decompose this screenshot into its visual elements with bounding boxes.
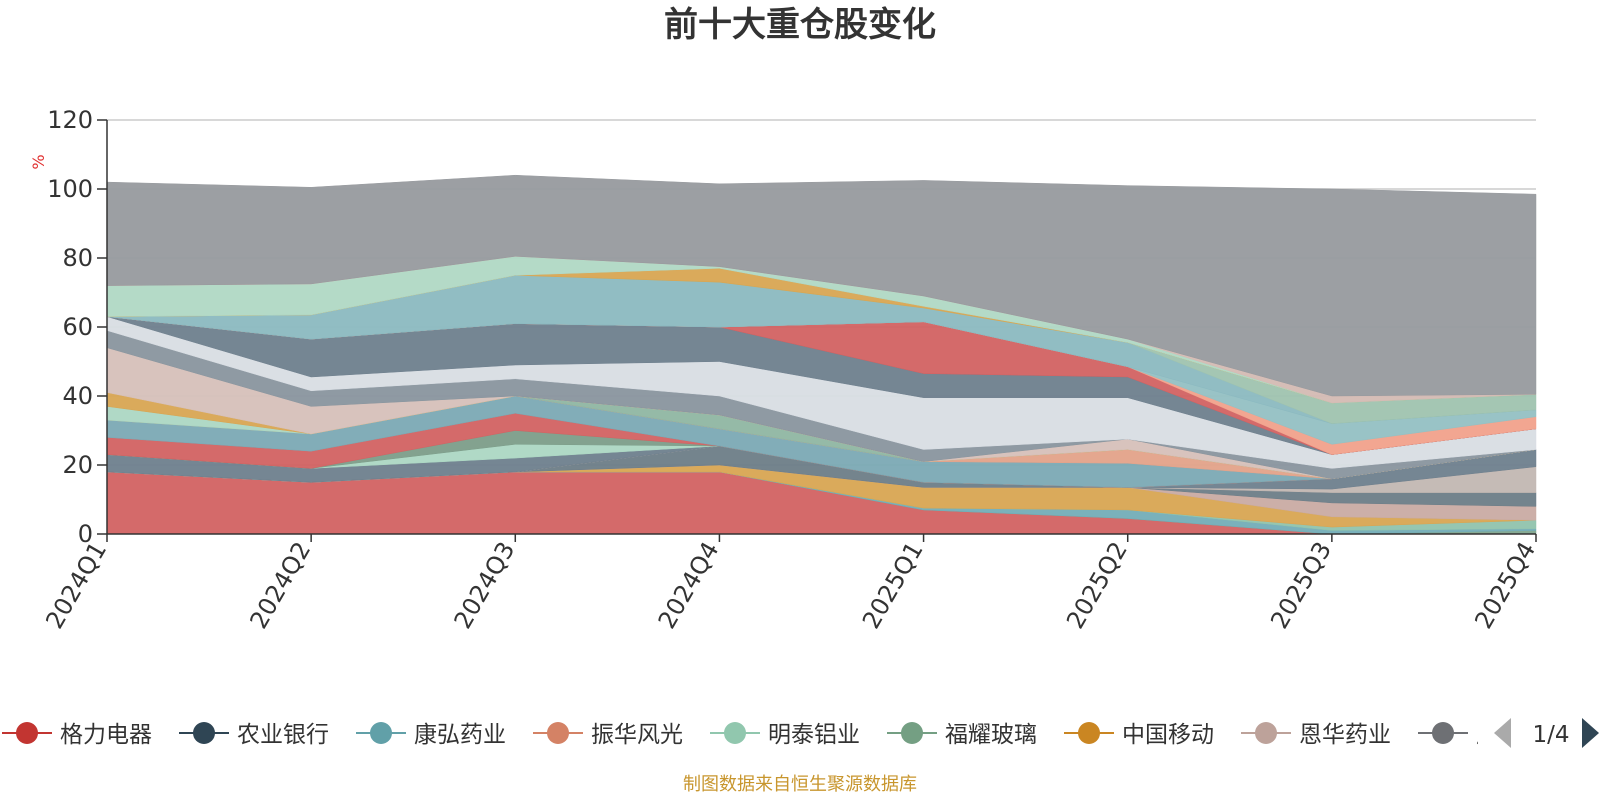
x-tick-label: 2025Q2 bbox=[1061, 537, 1133, 633]
legend-marker bbox=[547, 722, 569, 744]
legend-marker bbox=[370, 722, 392, 744]
legend-label: 农业银行 bbox=[237, 722, 329, 748]
legend-marker bbox=[1255, 722, 1277, 744]
legend-label: 振华风光 bbox=[591, 722, 683, 748]
legend-marker bbox=[16, 722, 38, 744]
legend-marker bbox=[724, 722, 746, 744]
legend-item[interactable]: 恩华药业 bbox=[1241, 722, 1391, 748]
area-series-其他 bbox=[106, 174, 1537, 397]
legend-label: 明泰铝业 bbox=[768, 722, 860, 748]
x-tick-label: 2024Q4 bbox=[653, 537, 725, 633]
chart-title: 前十大重仓股变化 bbox=[664, 5, 936, 45]
y-tick-label: 60 bbox=[62, 313, 93, 341]
legend-label: 福耀玻璃 bbox=[945, 722, 1037, 748]
legend-next-icon[interactable] bbox=[1582, 718, 1599, 748]
legend-label: 中国移动 bbox=[1122, 722, 1214, 748]
legend-marker bbox=[1078, 722, 1100, 744]
x-tick-label: 2024Q2 bbox=[244, 537, 316, 633]
legend-prev-icon[interactable] bbox=[1494, 718, 1511, 748]
x-tick-label: 2024Q1 bbox=[40, 537, 112, 633]
source-note: 制图数据来自恒生聚源数据库 bbox=[683, 774, 917, 795]
legend: 格力电器农业银行康弘药业振华风光明泰铝业福耀玻璃中国移动恩华药业广1/4 bbox=[2, 712, 1600, 756]
legend-marker bbox=[193, 722, 215, 744]
x-tick-label: 2025Q1 bbox=[857, 537, 929, 633]
y-tick-label: 40 bbox=[62, 382, 93, 410]
x-tick-label: 2024Q3 bbox=[449, 537, 521, 633]
legend-marker bbox=[901, 722, 923, 744]
legend-label: 格力电器 bbox=[60, 722, 152, 748]
area-series-group bbox=[106, 174, 1537, 535]
x-tick-label: 2025Q3 bbox=[1265, 537, 1337, 633]
y-tick-label: 0 bbox=[78, 520, 93, 548]
legend-item[interactable]: 福耀玻璃 bbox=[887, 722, 1037, 748]
y-tick-label: 80 bbox=[62, 244, 93, 272]
legend-label: 康弘药业 bbox=[414, 722, 506, 748]
y-tick-label: 120 bbox=[47, 106, 93, 134]
y-tick-label: 20 bbox=[62, 451, 93, 479]
legend-page-indicator: 1/4 bbox=[1532, 722, 1569, 748]
legend-item[interactable]: 明泰铝业 bbox=[710, 722, 860, 748]
legend-label: 恩华药业 bbox=[1299, 722, 1391, 748]
legend-item[interactable]: 中国移动 bbox=[1064, 722, 1214, 748]
y-tick-label: 100 bbox=[47, 175, 93, 203]
legend-item[interactable]: 格力电器 bbox=[2, 722, 152, 748]
legend-item[interactable]: 振华风光 bbox=[533, 722, 683, 748]
legend-item[interactable]: 康弘药业 bbox=[356, 722, 506, 748]
y-axis-label: % bbox=[29, 154, 48, 169]
legend-item[interactable]: 农业银行 bbox=[179, 722, 329, 748]
legend-marker bbox=[1432, 722, 1454, 744]
x-tick-label: 2025Q4 bbox=[1469, 537, 1541, 633]
